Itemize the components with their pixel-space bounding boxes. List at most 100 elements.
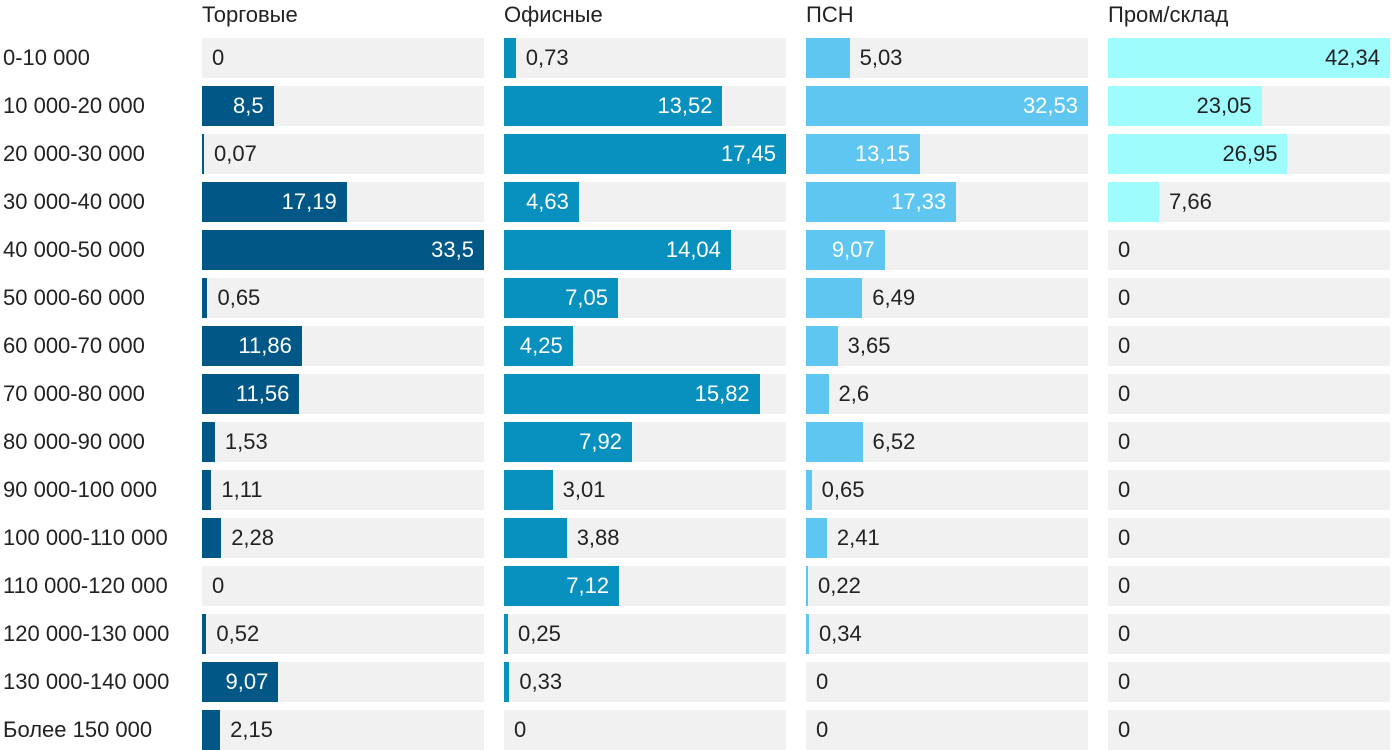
data-label: 26,95 [1222,141,1278,166]
bar-track: 0 [1108,422,1390,462]
data-label: 14,04 [665,237,721,262]
data-label: 23,05 [1196,93,1252,118]
bar-track: 0 [1108,566,1390,606]
bar [1108,86,1262,126]
data-label: 7,05 [565,285,608,310]
data-label: 4,25 [519,333,563,358]
series-header: ПСН [806,2,854,27]
bar [504,182,579,222]
bar-track: 11,56 [202,374,484,414]
bar [504,86,723,126]
bar-track: 17,19 [202,182,484,222]
bar [202,374,300,414]
bar [806,326,838,366]
bar-track: 15,82 [504,374,786,414]
bar [504,614,509,654]
bar-track: 0,65 [202,278,484,318]
bar-track: 13,15 [806,134,1088,174]
category-label: 10 000-20 000 [3,93,145,118]
bar-track: 13,52 [504,86,786,126]
series-header: Торговые [202,2,298,27]
data-label: 11,56 [235,381,290,406]
bar-track: 3,88 [504,518,786,558]
bar-track: 9,07 [202,662,484,702]
series-header: Офисные [504,2,603,27]
data-label: 0 [1118,477,1131,502]
data-label: 0,33 [519,669,563,694]
data-label: 0,22 [818,573,861,598]
data-label: 42,34 [1324,45,1380,70]
data-label: 3,65 [847,333,891,358]
bar-track: 7,92 [504,422,786,462]
data-label: 1,53 [224,429,268,454]
data-label: 7,66 [1169,189,1212,214]
category-label: 40 000-50 000 [3,237,145,262]
bar-track: 2,28 [202,518,484,558]
bar-track: 2,15 [202,710,484,750]
bar-track: 42,34 [1108,38,1390,78]
data-label: 3,01 [562,477,606,502]
series-header: Пром/склад [1108,2,1229,27]
category-label: 0-10 000 [3,45,90,70]
bar-track: 0 [1108,662,1390,702]
data-label: 0,25 [518,621,561,646]
data-label: 15,82 [694,381,750,406]
data-label: 2,41 [836,525,880,550]
bar-track: 6,52 [806,422,1088,462]
bar-track: 6,49 [806,278,1088,318]
data-label: 0 [1118,237,1131,262]
bar-track: 0 [1108,518,1390,558]
bar-track: 1,53 [202,422,484,462]
category-label: Более 150 000 [3,717,153,742]
bar-track: 0,65 [806,470,1088,510]
category-label: 60 000-70 000 [3,333,145,358]
bar-track: 11,86 [202,326,484,366]
bar [806,566,808,606]
bar [504,662,510,702]
bar-track: 5,03 [806,38,1088,78]
data-label: 0 [1118,333,1131,358]
bar [806,518,827,558]
bar-track: 0 [1108,326,1390,366]
bar [504,230,731,270]
bar [806,134,920,174]
bar-track: 7,66 [1108,182,1390,222]
bar [202,422,215,462]
bar-track: 0 [1108,614,1390,654]
data-label: 5,03 [859,45,903,70]
bar [202,518,222,558]
bar [202,182,347,222]
data-label: 3,88 [576,525,620,550]
bar-track: 0 [806,710,1088,750]
bar-track: 2,41 [806,518,1088,558]
bar-track: 0,07 [202,134,484,174]
bar [202,710,221,750]
bar-track: 1,11 [202,470,484,510]
bar [1108,182,1160,222]
bar-track: 0 [202,566,484,606]
data-label: 17,19 [281,189,337,214]
bar-track: 7,12 [504,566,786,606]
bar [202,614,207,654]
bar-track: 17,33 [806,182,1088,222]
bar [504,326,573,366]
data-label: 0,52 [216,621,260,646]
data-label: 0 [1118,717,1131,742]
bar-track: 3,01 [504,470,786,510]
bar-track: 17,45 [504,134,786,174]
category-label: 80 000-90 000 [3,429,145,454]
bar-track: 0,33 [504,662,786,702]
bar-track: 0 [806,662,1088,702]
bar-track: 33,5 [202,230,484,270]
data-label: 0 [514,717,527,742]
bar-track: 7,05 [504,278,786,318]
data-label: 13,52 [657,93,713,118]
data-label: 32,53 [1022,93,1078,118]
bar-track: 32,53 [806,86,1088,126]
data-label: 2,6 [838,381,870,406]
category-label: 100 000-110 000 [3,525,168,550]
category-label: 50 000-60 000 [3,285,145,310]
bar [504,278,618,318]
category-label: 130 000-140 000 [3,669,170,694]
